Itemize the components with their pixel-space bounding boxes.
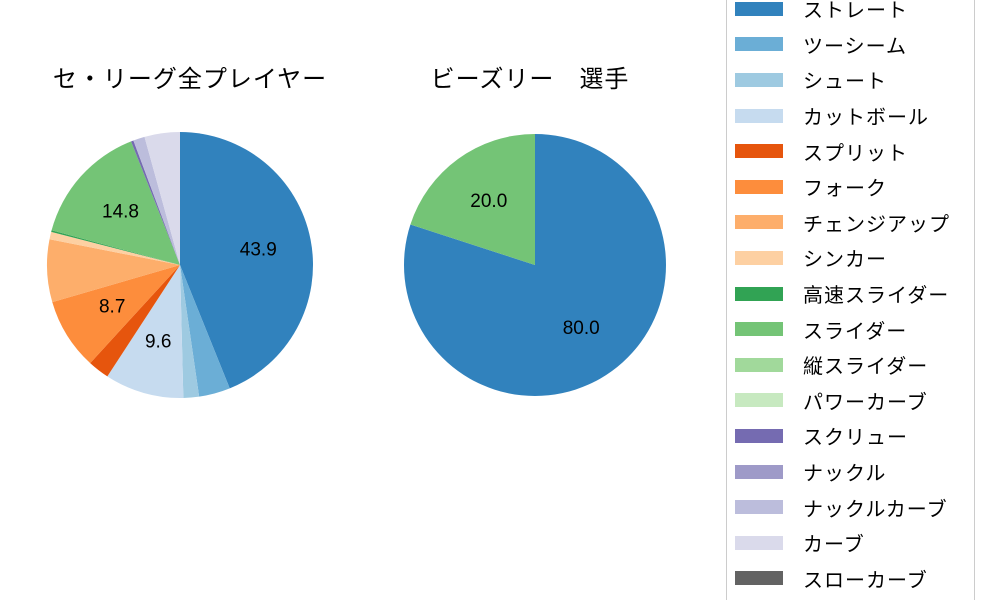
legend-item-ナックル: ナックル xyxy=(735,454,974,490)
pie-slice-スライダー xyxy=(51,141,180,265)
legend-swatch-シンカー xyxy=(735,250,783,265)
legend-label: スライダー xyxy=(803,320,908,343)
legend-item-パワーカーブ: パワーカーブ xyxy=(735,383,974,419)
legend-label: ストレート xyxy=(803,0,908,23)
pie-value-label-カットボール: 9.6 xyxy=(145,331,171,352)
legend-label: スクリュー xyxy=(803,427,908,450)
legend-label: チェンジアップ xyxy=(803,213,950,236)
legend-label: シンカー xyxy=(803,249,887,272)
pie-value-label-スライダー: 14.8 xyxy=(102,201,139,222)
legend-swatch-カーブ xyxy=(735,535,783,550)
legend-item-スクリュー: スクリュー xyxy=(735,418,974,454)
pie-slice-高速スライダー xyxy=(51,230,181,265)
legend-swatch-ナックル xyxy=(735,464,783,479)
pie-value-label-フォーク: 8.7 xyxy=(99,297,125,318)
legend-swatch-スライダー xyxy=(735,322,783,337)
legend-item-ナックルカーブ: ナックルカーブ xyxy=(735,489,974,525)
pie-slice-カットボール xyxy=(107,265,184,399)
legend-item-フォーク: フォーク xyxy=(735,169,974,205)
pie-slice-スライダー xyxy=(410,134,535,265)
legend-item-スローカーブ: スローカーブ xyxy=(735,561,974,597)
legend-swatch-縦スライダー xyxy=(735,357,783,372)
pie-value-label-スライダー: 20.0 xyxy=(470,191,507,212)
legend-label: ナックルカーブ xyxy=(803,498,948,521)
legend-label: カーブ xyxy=(803,534,865,557)
legend-label: スローカーブ xyxy=(803,569,928,592)
right-pie-title: ビーズリー 選手 xyxy=(430,66,630,93)
legend-item-シンカー: シンカー xyxy=(735,240,974,276)
legend-swatch-パワーカーブ xyxy=(735,393,783,408)
pie-value-label-ストレート: 43.9 xyxy=(240,239,277,260)
right-pie-chart: 80.0 20.0 xyxy=(403,134,666,396)
legend-swatch-ストレート xyxy=(735,1,783,16)
legend-label: スプリット xyxy=(803,142,908,165)
left-pie-chart: 43.9 9.6 8.7 14.8 xyxy=(46,132,314,399)
legend-item-カットボール: カットボール xyxy=(735,98,974,134)
legend-item-高速スライダー: 高速スライダー xyxy=(735,276,974,312)
legend-item-シュート: シュート xyxy=(735,62,974,98)
legend-label: フォーク xyxy=(803,178,887,201)
pie-slice-ストレート xyxy=(180,132,314,389)
pie-slice-フォーク xyxy=(52,265,180,364)
pitch-type-legend: ストレートツーシームシュートカットボール スプリットフォークチェンジアップ シンカー… xyxy=(726,0,975,600)
pie-slice-シュート xyxy=(180,265,200,398)
legend-label: パワーカーブ xyxy=(803,391,928,414)
legend-label: 縦スライダー xyxy=(803,356,929,379)
legend-swatch-チェンジアップ xyxy=(735,215,783,230)
left-pie-title: セ・リーグ全プレイヤー xyxy=(52,66,328,93)
legend-label: カットボール xyxy=(803,107,929,130)
legend-label: ナックル xyxy=(803,463,887,486)
pie-slice-チェンジアップ xyxy=(46,239,181,303)
legend-item-ストレート: ストレート xyxy=(735,0,974,27)
pie-slice-ナックルカーブ xyxy=(133,136,180,265)
legend-swatch-スローカーブ xyxy=(735,571,783,586)
pie-slice-ストレート xyxy=(403,134,666,396)
legend-label: ツーシーム xyxy=(803,35,907,58)
pie-slice-ツーシーム xyxy=(180,265,230,397)
pie-slice-スクリュー xyxy=(131,140,180,265)
legend-label: シュート xyxy=(803,71,887,94)
legend-swatch-ナックルカーブ xyxy=(735,500,783,515)
legend-item-ツーシーム: ツーシーム xyxy=(735,27,974,63)
pie-slice-シンカー xyxy=(49,231,180,265)
legend-label: 高速スライダー xyxy=(803,285,950,308)
legend-item-カーブ: カーブ xyxy=(735,525,974,561)
legend-item-スライダー: スライダー xyxy=(735,311,974,347)
pie-value-label-ストレート: 80.0 xyxy=(563,318,600,339)
pie-slice-カーブ xyxy=(144,132,180,265)
pie-slice-スプリット xyxy=(90,265,180,377)
legend-swatch-スプリット xyxy=(735,144,783,159)
legend-item-チェンジアップ: チェンジアップ xyxy=(735,205,974,241)
legend-swatch-カットボール xyxy=(735,108,783,123)
legend-swatch-シュート xyxy=(735,72,783,87)
legend-swatch-スクリュー xyxy=(735,428,783,443)
legend-swatch-ツーシーム xyxy=(735,37,783,52)
legend-item-縦スライダー: 縦スライダー xyxy=(735,347,974,383)
legend-item-スプリット: スプリット xyxy=(735,133,974,169)
legend-swatch-フォーク xyxy=(735,179,783,194)
legend-swatch-高速スライダー xyxy=(735,286,783,301)
